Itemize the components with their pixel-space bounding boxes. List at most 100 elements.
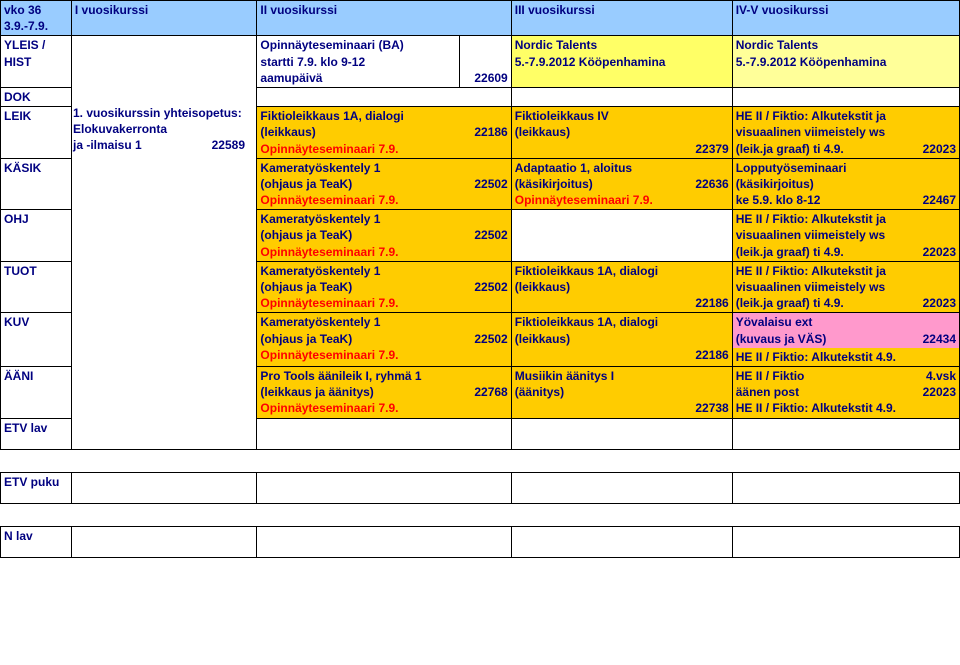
txt: Kameratyöskentely 1 [260, 264, 380, 278]
num: 22379 [695, 141, 728, 157]
etvlav-c3 [511, 418, 732, 449]
txt: Fiktioleikkaus 1A, dialogi [260, 109, 403, 123]
dok-c3 [511, 87, 732, 106]
txt: Nordic Talents [736, 38, 818, 52]
label-ohj: OHJ [1, 210, 72, 262]
num: 22186 [695, 347, 728, 363]
row-yleis: YLEIS / HIST Opinnäyteseminaari (BA) sta… [1, 36, 960, 88]
leik-c4: HE II / Fiktio: Alkutekstit ja visuaalin… [732, 107, 959, 159]
kuv-c3: Fiktioleikkaus 1A, dialogi (leikkaus) 22… [511, 313, 732, 367]
header-row: vko 36 3.9.-7.9. I vuosikurssi II vuosik… [1, 1, 960, 36]
kasik-c2: Kameratyöskentely 1 (ohjaus ja TeaK) 2250… [257, 158, 511, 210]
txt: 5.-7.9.2012 Kööpenhamina [736, 55, 887, 69]
kuv-c2: Kameratyöskentely 1 (ohjaus ja TeaK)2250… [257, 313, 511, 367]
txt: HE II / Fiktio: Alkutekstit ja [736, 212, 886, 226]
etvpuku-c4 [732, 472, 959, 503]
c2n: 22609 [459, 36, 511, 88]
num: 22467 [923, 192, 956, 208]
label-etvlav: ETV lav [1, 418, 72, 449]
txt: (ohjaus ja TeaK) [260, 227, 352, 243]
num: 22738 [695, 400, 728, 416]
txt: (ohjaus ja TeaK) [260, 279, 352, 295]
hdr-c1: I vuosikurssi [71, 1, 257, 36]
etvlav-c2 [257, 418, 511, 449]
txt: (leikkaus ja äänitys) [260, 384, 373, 400]
label-kuv: KUV [1, 313, 72, 367]
txt: (leikkaus) [260, 124, 315, 140]
txt: Lopputyöseminaari [736, 161, 847, 175]
leik-c3: Fiktioleikkaus IV (leikkaus) 22379 [511, 107, 732, 159]
etvpuku-c2 [257, 472, 511, 503]
etvlav-c4 [732, 418, 959, 449]
txt: (käsikirjoitus) [515, 176, 593, 192]
kasik-c4: Lopputyöseminaari (käsikirjoitus) ke 5.9… [732, 158, 959, 210]
nlav-c4 [732, 526, 959, 557]
nlav-c1 [71, 526, 257, 557]
txt: Yövalaisu ext [736, 315, 813, 329]
etvpuku-c1 [71, 472, 257, 503]
dok-c2 [257, 87, 511, 106]
txt: 5.-7.9.2012 Kööpenhamina [515, 55, 666, 69]
schedule-table-3: N lav [0, 526, 960, 558]
c4: Nordic Talents 5.-7.9.2012 Kööpenhamina [732, 36, 959, 88]
txt: ke 5.9. klo 8-12 [736, 192, 821, 208]
hdr-c2: II vuosikurssi [257, 1, 511, 36]
txt: 1. vuosikurssin yhteisopetus: [73, 106, 242, 120]
txt: Nordic Talents [515, 38, 597, 52]
txt: HE II / Fiktio: Alkutekstit ja [736, 264, 886, 278]
num: 22023 [923, 295, 956, 311]
tuot-c4: HE II / Fiktio: Alkutekstit ja visuaalin… [732, 261, 959, 313]
num: 22434 [923, 331, 956, 347]
txt: (ohjaus ja TeaK) [260, 176, 352, 192]
label-nlav: N lav [1, 526, 72, 557]
aani-c2: Pro Tools äänileik I, ryhmä 1 (leikkaus … [257, 366, 511, 418]
num: 22502 [474, 331, 507, 347]
label-kasik: KÄSIK [1, 158, 72, 210]
txt: ja -ilmaisu 1 [73, 137, 142, 153]
txt: Pro Tools äänileik I, ryhmä 1 [260, 369, 421, 383]
txt: Opinnäyteseminaari 7.9. [260, 193, 398, 207]
num: 22023 [923, 244, 956, 260]
txt: Opinnäyteseminaari 7.9. [260, 142, 398, 156]
aani-c4: HE II / Fiktio4.vsk äänen post22023 HE I… [732, 366, 959, 418]
txt: (leik.ja graaf) ti 4.9. [736, 141, 844, 157]
txt: HE II / Fiktio: Alkutekstit ja [736, 109, 886, 123]
num: 22502 [474, 176, 507, 192]
num: 22502 [474, 227, 507, 243]
kasik-c3: Adaptaatio 1, aloitus (käsikirjoitus)226… [511, 158, 732, 210]
tuot-c2: Kameratyöskentely 1 (ohjaus ja TeaK) 2250… [257, 261, 511, 313]
schedule-table: vko 36 3.9.-7.9. I vuosikurssi II vuosik… [0, 0, 960, 450]
txt: aamupäivä [260, 71, 322, 85]
num: 22768 [474, 384, 507, 400]
txt: (käsikirjoitus) [736, 177, 814, 191]
txt: Opinnäyteseminaari 7.9. [260, 245, 398, 259]
txt: HE II / Fiktio [736, 368, 805, 384]
txt: (leikkaus) [515, 125, 570, 139]
txt: Opinnäyteseminaari 7.9. [515, 193, 653, 207]
txt: visuaalinen viimeistely ws [736, 228, 885, 242]
etvpuku-c3 [511, 472, 732, 503]
num: 22502 [474, 279, 507, 295]
dok-col1-overlay: 1. vuosikurssin yhteisopetus: Elokuvaker… [73, 105, 245, 154]
schedule-table-2: ETV puku [0, 472, 960, 504]
label-etvpuku: ETV puku [1, 472, 72, 503]
txt: visuaalinen viimeistely ws [736, 125, 885, 139]
label-dok: DOK [1, 87, 72, 106]
txt: (leikkaus) [515, 332, 570, 346]
ohj-c2: Kameratyöskentely 1 (ohjaus ja TeaK)2250… [257, 210, 511, 262]
c3: Nordic Talents 5.-7.9.2012 Kööpenhamina [511, 36, 732, 88]
tuot-c3: Fiktioleikkaus 1A, dialogi (leikkaus) 22… [511, 261, 732, 313]
c2a: Opinnäyteseminaari (BA) startti 7.9. klo… [257, 36, 459, 88]
txt: (leik.ja graaf) ti 4.9. [736, 244, 844, 260]
hdr-c3: III vuosikurssi [511, 1, 732, 36]
txt: Opinnäyteseminaari 7.9. [260, 348, 398, 362]
txt: (ohjaus ja TeaK) [260, 331, 352, 347]
num: 4.vsk [926, 368, 956, 384]
txt: Opinnäyteseminaari (BA) [260, 38, 403, 52]
txt: Kameratyöskentely 1 [260, 161, 380, 175]
col1-merged [71, 36, 257, 449]
num: 22023 [923, 384, 956, 400]
label-leik: LEIK [1, 107, 72, 159]
row-etvpuku: ETV puku [1, 472, 960, 503]
aani-c3: Musiikin äänitys I (äänitys) 22738 [511, 366, 732, 418]
